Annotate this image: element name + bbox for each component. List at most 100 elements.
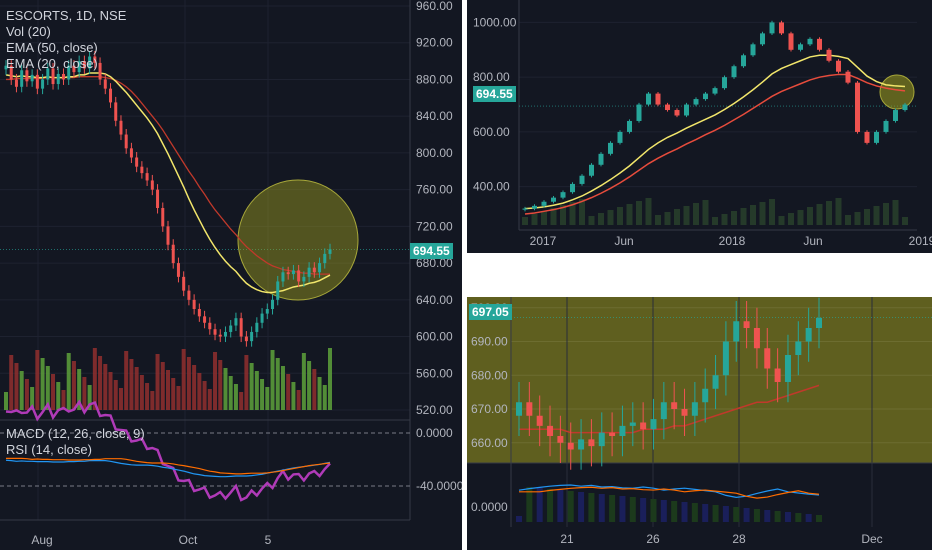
candle-body [660, 402, 667, 420]
histogram-bar [795, 513, 802, 522]
macd-tick-label: 0.0000 [471, 500, 508, 514]
y-tick-label: 920.00 [416, 36, 453, 50]
y-tick-label: 760.00 [416, 183, 453, 197]
volume-bar [835, 198, 842, 225]
x-tick-label: 2018 [719, 234, 746, 248]
volume-bar [30, 387, 35, 410]
candle-body [166, 226, 170, 245]
volume-bar [134, 367, 139, 410]
candle-body [640, 422, 647, 430]
candle-body [25, 70, 29, 82]
volume-bar [186, 357, 191, 410]
histogram-bar [774, 511, 781, 522]
candle-body [4, 65, 8, 70]
volume-bar [61, 390, 66, 410]
candle-body [203, 316, 207, 323]
candle-body [674, 110, 680, 116]
candle-body [271, 299, 275, 309]
candle-body [731, 66, 737, 78]
volume-bar [626, 204, 633, 225]
chart-panel-escorts-daily[interactable]: 960.00 920.00 880.00 840.00 800.00 760.00 720.… [0, 0, 462, 550]
volume-bar [150, 391, 155, 410]
candle-body [197, 309, 201, 317]
volume-bar [166, 370, 170, 410]
bottom-right-last-price-tag: 697.05 [469, 304, 512, 320]
candle-body [140, 166, 144, 174]
bottom-right-chart-canvas[interactable]: 700.00690.00680.00670.00660.000.00002126… [467, 297, 932, 550]
y-tick-label: 560.00 [416, 366, 453, 380]
candle-body [67, 65, 71, 80]
candle-body [684, 104, 689, 116]
candle-body [874, 131, 879, 143]
candle-body [609, 432, 616, 436]
candle-body [570, 183, 575, 193]
candle-body [114, 102, 118, 121]
highlight-background [467, 297, 932, 463]
top-right-chart-canvas[interactable]: 1000.00 800.00 600.00 400.00 2017 Jun 2018 Jun 2… [467, 0, 932, 253]
volume-bar [750, 205, 756, 225]
y-tick-label: 600.00 [473, 125, 510, 139]
candle-body [805, 328, 812, 342]
candle-body [239, 318, 243, 337]
ema20-line [5, 72, 331, 294]
volume-bar [228, 376, 233, 410]
candle-body [255, 322, 259, 332]
volume-bar [588, 216, 595, 225]
volume-bar [197, 373, 202, 410]
histogram-bar [753, 509, 760, 522]
histogram-bar [784, 512, 791, 522]
histogram-bar [712, 505, 719, 522]
volume-bar [854, 212, 861, 225]
histogram-bar [660, 500, 667, 522]
candle-body [526, 402, 533, 416]
y-tick-label: 720.00 [416, 219, 453, 233]
histogram-bar [516, 516, 522, 522]
y-tick-label: 670.00 [471, 402, 508, 416]
volume-bar [873, 206, 880, 225]
volume-bar [598, 213, 604, 225]
candle-body [77, 61, 81, 73]
volume-bar [244, 355, 249, 410]
chart-panel-escorts-intraday[interactable]: 700.00690.00680.00670.00660.000.00002126… [467, 297, 932, 550]
candle-body [103, 79, 107, 89]
candle-body [617, 131, 623, 143]
chart-panel-escorts-weekly[interactable]: 1000.00 800.00 600.00 400.00 2017 Jun 2018 Jun 2… [467, 0, 932, 253]
x-tick-label: 2019 [909, 234, 932, 248]
candle-body [250, 331, 254, 342]
volume-bar [92, 348, 97, 410]
volume-bar [816, 204, 823, 225]
volume-bar [239, 392, 244, 410]
volume-bar [522, 217, 528, 225]
ema-fast-line [524, 54, 906, 210]
volume-bar [864, 209, 870, 225]
signal-line [6, 457, 331, 475]
volume-bar [617, 207, 623, 225]
histogram-bar [816, 515, 822, 522]
candle-body [541, 201, 547, 206]
candle-body [171, 244, 175, 264]
y-tick-label: 1000.00 [473, 15, 517, 29]
highlight-circle [237, 179, 359, 301]
volume-bar [275, 358, 280, 410]
volume-bar [139, 375, 144, 410]
candle-body [328, 249, 332, 254]
x-tick-label: Dec [861, 532, 882, 546]
candle-body [902, 104, 908, 111]
legend-ema50: EMA (50, close) [6, 40, 98, 55]
volume-bar [202, 381, 207, 410]
legend-rsi: RSI (14, close) [6, 442, 92, 457]
macd-tick-label: -40.0000 [416, 479, 462, 493]
candle-body [51, 68, 55, 85]
candle-body [156, 189, 160, 208]
candle-body [779, 22, 784, 34]
x-tick-label: 26 [646, 532, 660, 546]
histogram-bar [598, 494, 605, 522]
volume-bar [176, 386, 181, 410]
candle-body [560, 192, 566, 198]
candle-body [109, 88, 113, 103]
candle-body [598, 432, 605, 447]
candle-body [629, 422, 636, 426]
candle-body [722, 77, 727, 89]
left-chart-canvas[interactable]: 960.00 920.00 880.00 840.00 800.00 760.00 720.… [0, 0, 462, 550]
volume-bar [171, 378, 176, 410]
